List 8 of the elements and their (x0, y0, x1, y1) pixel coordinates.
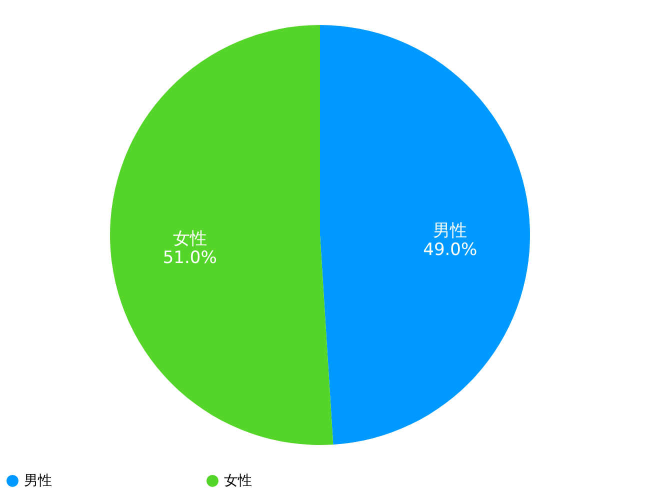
pie-slice (110, 25, 334, 445)
pie-slice (320, 25, 530, 445)
legend-label: 女性 (224, 472, 252, 488)
data-label: 51.0% (162, 248, 217, 268)
legend-label: 男性 (24, 472, 52, 488)
slice-label: 女性 (172, 229, 207, 250)
data-label: 49.0% (423, 240, 478, 260)
slice-label: 男性 (433, 220, 468, 241)
